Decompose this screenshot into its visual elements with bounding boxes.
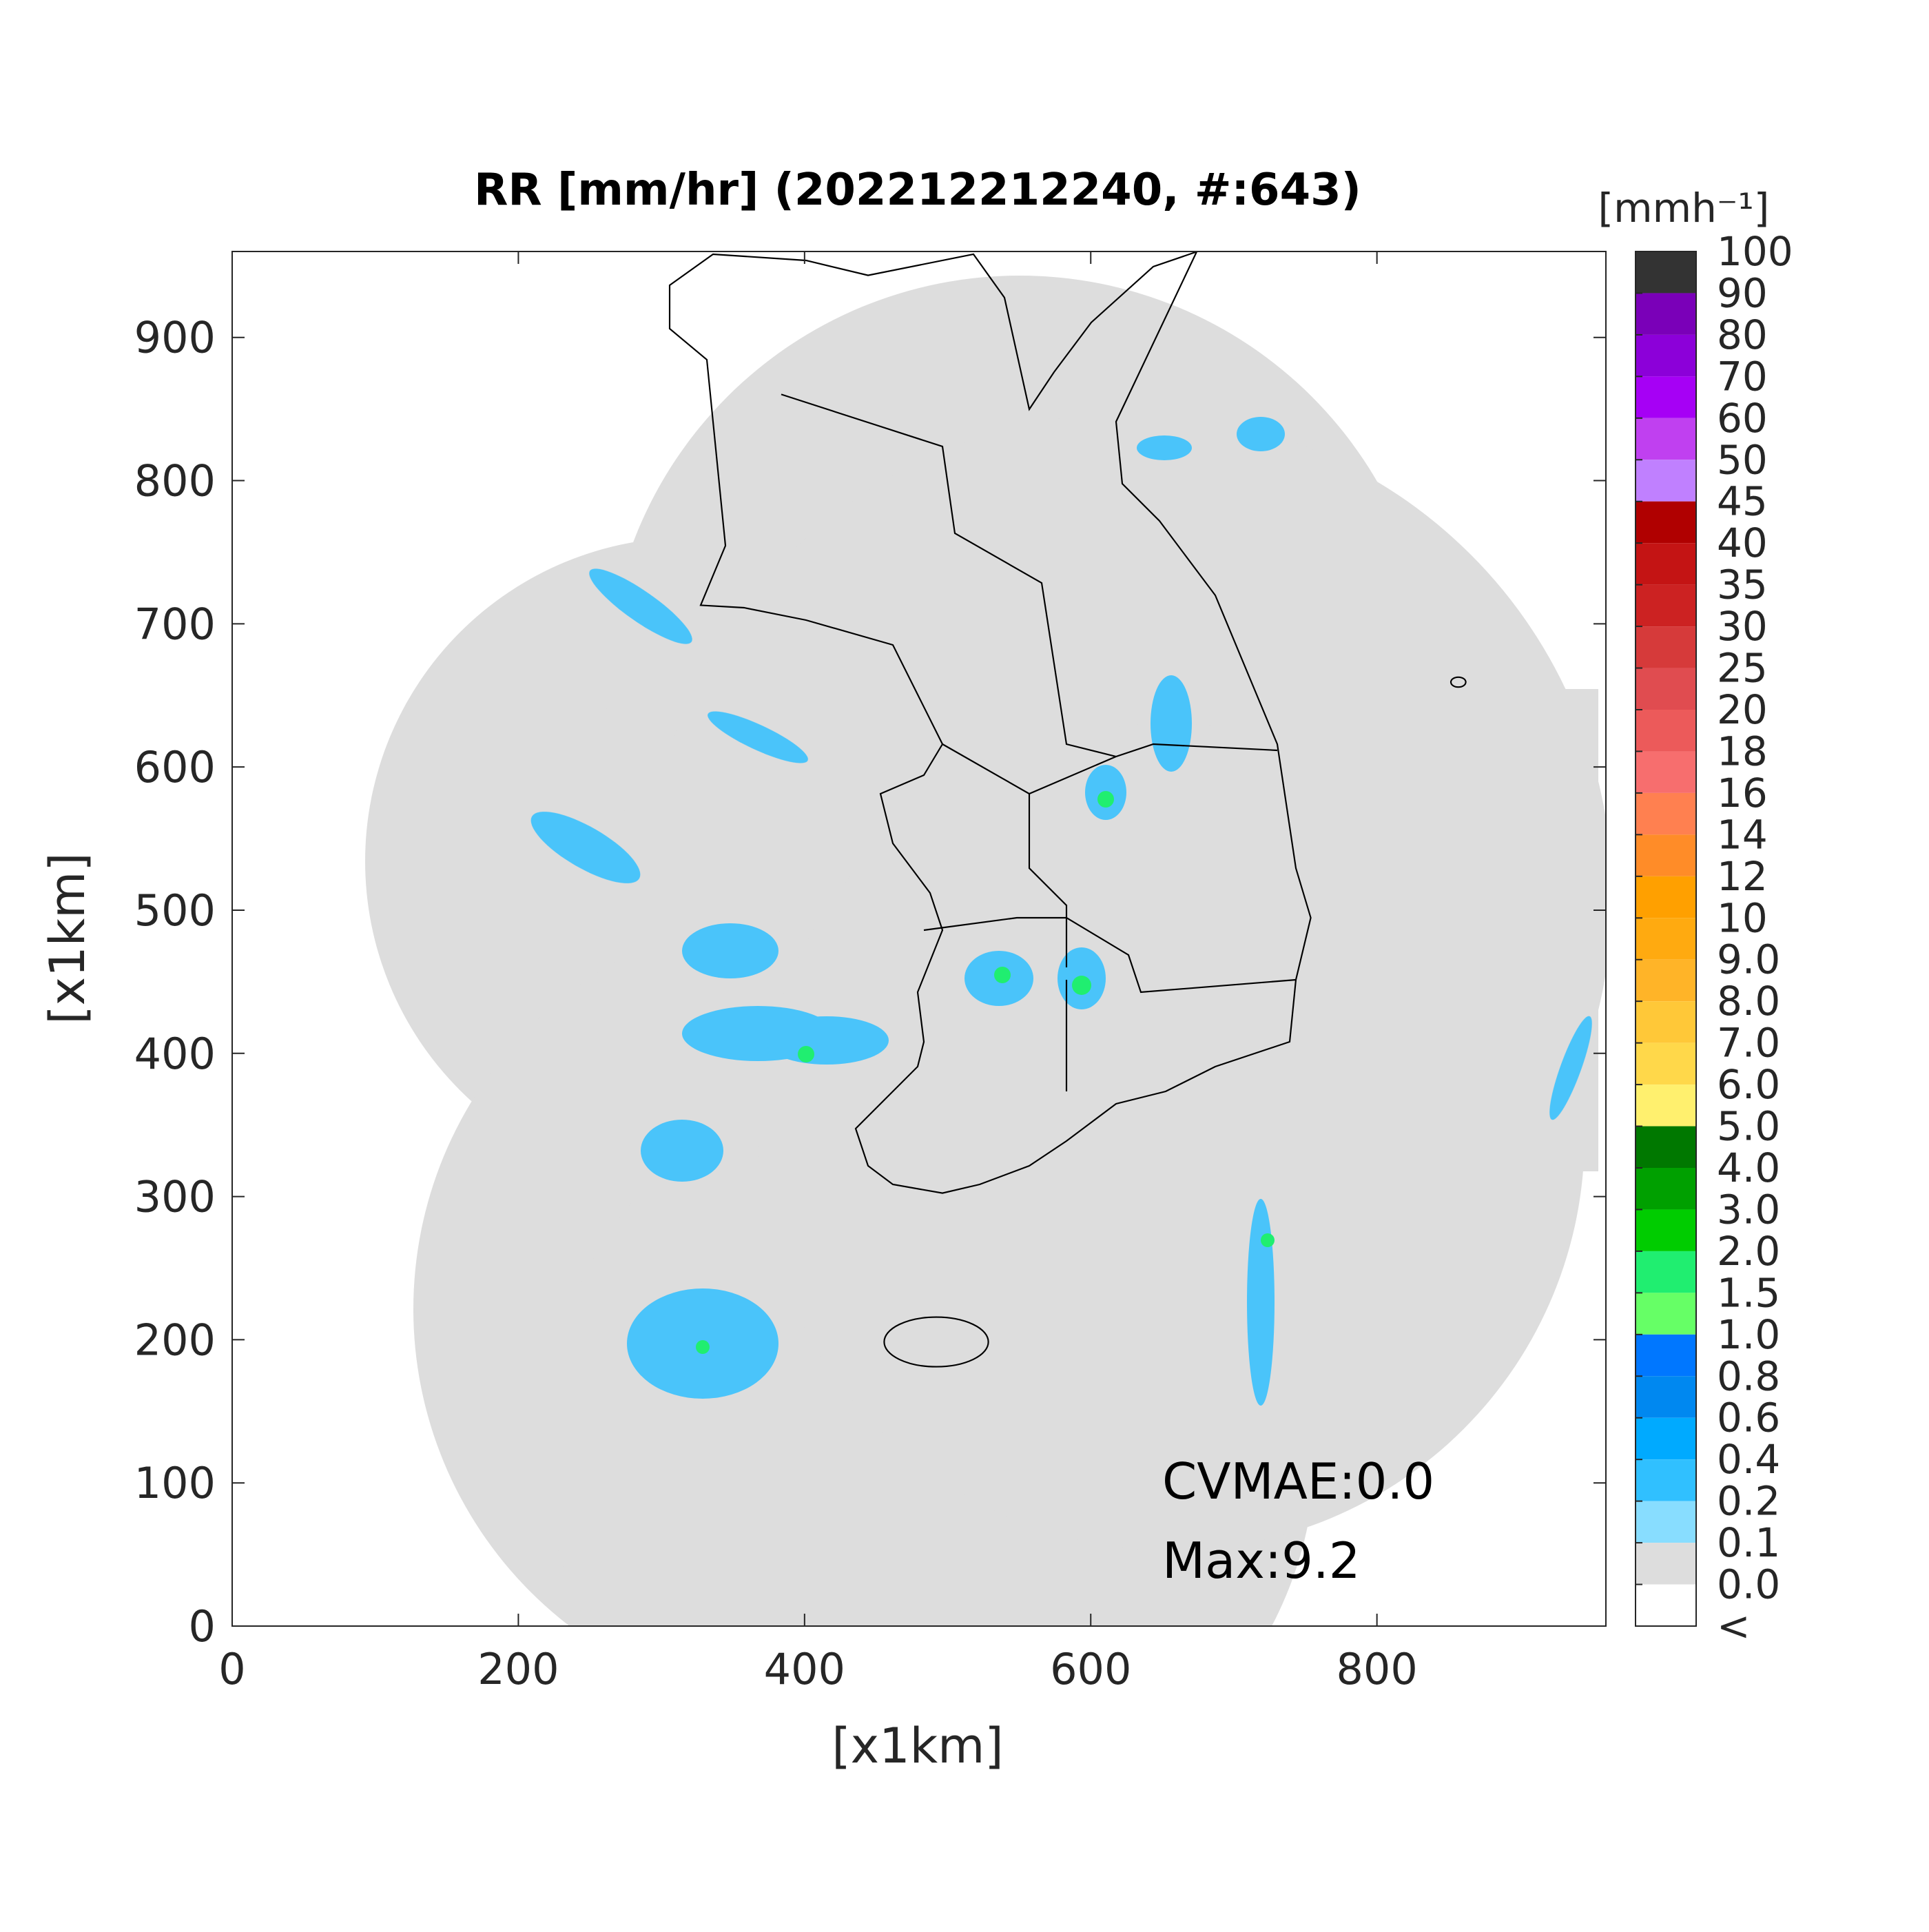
colorbar-bin: [1636, 1334, 1696, 1377]
colorbar-bin: [1636, 1293, 1696, 1335]
colorbar-tick-label: 35: [1717, 562, 1768, 608]
y-tick-label: 600: [134, 742, 216, 792]
colorbar-bin: [1636, 1376, 1696, 1418]
colorbar-bin: [1636, 751, 1696, 793]
colorbar-under-label: <: [1717, 1603, 1751, 1650]
colorbar-bin: [1636, 418, 1696, 460]
x-tick-label: 800: [1336, 1644, 1417, 1694]
colorbar-tick-label: 2.0: [1717, 1228, 1780, 1275]
y-tick-label: 900: [134, 313, 216, 363]
chart-title: RR [mm/hr] (202212212240, #:643): [474, 165, 1361, 216]
colorbar-tick-label: 40: [1717, 520, 1768, 566]
colorbar-bin: [1636, 834, 1696, 876]
colorbar-bin: [1636, 1459, 1696, 1501]
map-area: [365, 251, 1606, 1626]
colorbar-bin: [1636, 584, 1696, 627]
colorbar-tick-label: 0.8: [1717, 1353, 1780, 1399]
y-tick-label: 300: [134, 1172, 216, 1222]
colorbar-bin: [1636, 1085, 1696, 1127]
colorbar-bin: [1636, 1209, 1696, 1251]
colorbar-tick-label: 60: [1717, 395, 1768, 442]
colorbar-tick-label: 20: [1717, 686, 1768, 733]
colorbar-bin: [1636, 376, 1696, 418]
colorbar-tick-label: 0.0: [1717, 1561, 1780, 1608]
colorbar-bin: [1636, 1001, 1696, 1043]
y-tick-label: 800: [134, 456, 216, 506]
y-tick-label: 700: [134, 599, 216, 649]
annotation: CVMAE:0.0: [1162, 1452, 1434, 1510]
y-tick-label: 200: [134, 1315, 216, 1365]
colorbar-bin: [1636, 543, 1696, 585]
colorbar-bin: [1636, 1042, 1696, 1085]
colorbar-tick-label: 16: [1717, 770, 1768, 816]
colorbar-tick-label: 30: [1717, 603, 1768, 650]
colorbar-tick-label: 0.4: [1717, 1436, 1780, 1483]
colorbar-bin: [1636, 876, 1696, 918]
colorbar-tick-label: 0.2: [1717, 1478, 1780, 1525]
y-tick-label: 0: [189, 1601, 216, 1652]
colorbar-tick-label: 0.1: [1717, 1519, 1780, 1566]
colorbar-bin: [1636, 1501, 1696, 1543]
heavier-echoes: [696, 791, 1275, 1354]
x-tick-label: 400: [764, 1644, 845, 1694]
colorbar-tick-label: 8.0: [1717, 978, 1780, 1025]
colorbar-bin: [1636, 460, 1696, 502]
colorbar-bin: [1636, 792, 1696, 835]
colorbar-tick-label: 0.6: [1717, 1395, 1780, 1441]
rain-echoes: [530, 417, 1592, 1406]
colorbar-tick-label: 9.0: [1717, 936, 1780, 983]
colorbar-bin: [1636, 668, 1696, 710]
radar-coverage: [365, 276, 1606, 1626]
annotation: Max:9.2: [1162, 1532, 1361, 1590]
colorbar-tick-label: 90: [1717, 269, 1768, 316]
colorbar-bin: [1636, 293, 1696, 335]
colorbar-bin: [1636, 710, 1696, 752]
colorbar-tick-label: 45: [1717, 478, 1768, 525]
colorbar-tick-label: 100: [1717, 228, 1793, 275]
colorbar-bin: [1636, 1251, 1696, 1293]
colorbar-bin: [1636, 334, 1696, 377]
colorbar-tick-label: 14: [1717, 811, 1768, 858]
colorbar-tick-label: 10: [1717, 894, 1768, 941]
colorbar-tick-label: 3.0: [1717, 1186, 1780, 1233]
x-axis-label: [x1km]: [832, 1718, 1003, 1774]
colorbar-bin: [1636, 251, 1696, 294]
y-tick-label: 100: [134, 1458, 216, 1508]
colorbar-tick-label: 50: [1717, 436, 1768, 483]
colorbar-tick-label: 1.0: [1717, 1311, 1780, 1358]
colorbar-tick-label: 7.0: [1717, 1020, 1780, 1067]
colorbar-bin: [1636, 1543, 1696, 1585]
colorbar-tick-label: 1.5: [1717, 1269, 1780, 1316]
colorbar-tick-label: 25: [1717, 645, 1768, 692]
colorbar-frame: [1635, 251, 1697, 1627]
y-tick-label: 500: [134, 885, 216, 936]
x-tick-label: 0: [218, 1644, 245, 1694]
colorbar-bin: [1636, 1126, 1696, 1168]
y-axis-label: [x1km]: [39, 852, 96, 1024]
colorbar-tick-label: 18: [1717, 728, 1768, 774]
colorbar-bin: [1636, 918, 1696, 960]
colorbar-tick-label: 5.0: [1717, 1103, 1780, 1150]
colorbar-bin: [1636, 501, 1696, 544]
colorbar-bin: [1636, 1168, 1696, 1210]
colorbar-tick-label: 80: [1717, 311, 1768, 358]
plot-frame: [231, 251, 1607, 1627]
colorbar-tick-label: 70: [1717, 353, 1768, 400]
colorbar-label: [mmh⁻¹]: [1598, 185, 1770, 232]
colorbar-bin: [1636, 1417, 1696, 1460]
colorbar-tick-label: 4.0: [1717, 1144, 1780, 1191]
colorbar-under: [1636, 1584, 1696, 1626]
colorbar-bin: [1636, 626, 1696, 668]
coastline: [668, 251, 1467, 1368]
colorbar-tick-label: 6.0: [1717, 1061, 1780, 1108]
x-tick-label: 600: [1050, 1644, 1131, 1694]
y-tick-label: 400: [134, 1029, 216, 1079]
colorbar-bin: [1636, 959, 1696, 1002]
colorbar-tick-label: 12: [1717, 853, 1768, 900]
x-tick-label: 200: [477, 1644, 559, 1694]
